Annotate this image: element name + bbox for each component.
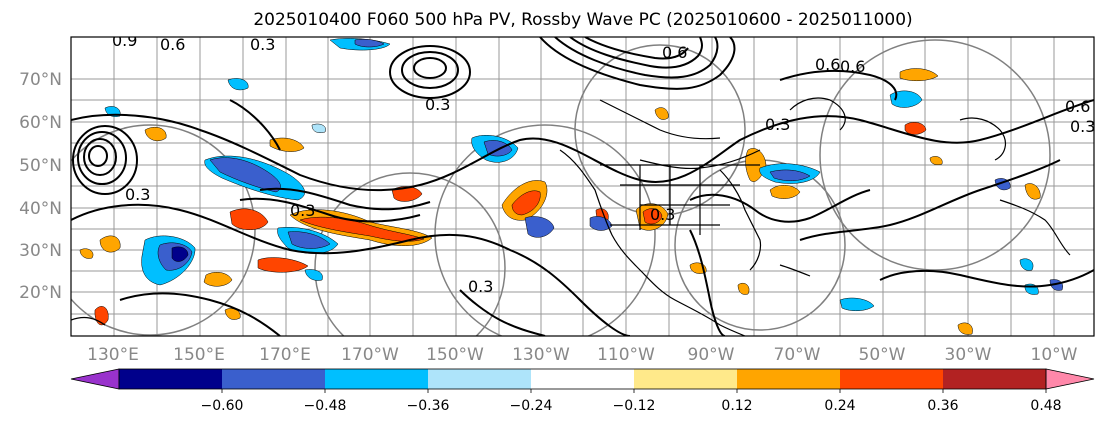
contour-label: 0.6 [815, 55, 840, 74]
lat-label: 40°N [19, 199, 62, 219]
colorbar-tick-label: 0.12 [721, 398, 752, 414]
colorbar-swatch [222, 369, 326, 389]
contour-label: 0.3 [1070, 117, 1095, 136]
lon-label: 130°E [87, 345, 139, 365]
lon-label: 130°W [512, 345, 570, 365]
colorbar-swatch [737, 369, 841, 389]
lon-label: 50°W [859, 345, 906, 365]
colorbar-swatch [531, 369, 635, 389]
contour-label: 0.3 [650, 205, 675, 224]
contour-label: 0.3 [290, 201, 315, 220]
contour-label: 0.6 [840, 57, 865, 76]
lon-label: 170°W [341, 345, 399, 365]
lon-label: 70°W [774, 345, 821, 365]
map-panel: 0.9 0.6 0.3 0.3 0.6 0.3 0.3 0.3 0.6 0.6 … [70, 31, 1095, 337]
lat-label: 60°N [19, 113, 62, 133]
figure-title: 2025010400 F060 500 hPa PV, Rossby Wave … [253, 10, 912, 30]
lat-label: 20°N [19, 283, 62, 303]
longitude-labels: 130°E 150°E 170°E 170°W 150°W 130°W 110°… [87, 345, 1078, 365]
contour-label: 0.3 [125, 185, 150, 204]
positive-pv-shading [79, 68, 1041, 335]
contour-label: 0.9 [112, 31, 137, 50]
colorbar-swatch [634, 369, 738, 389]
contour-label: 0.3 [425, 95, 450, 114]
latitude-labels: 70°N 60°N 50°N 40°N 30°N 20°N [19, 70, 62, 303]
lon-label: 10°W [1031, 345, 1078, 365]
colorbar-tick-label: −0.60 [201, 398, 244, 414]
contour-label: 0.6 [160, 35, 185, 54]
colorbar-tick-label: −0.48 [304, 398, 347, 414]
colorbar-swatch [943, 369, 1047, 389]
colorbar-tick-label: −0.36 [407, 398, 450, 414]
colorbar-swatch [325, 369, 429, 389]
colorbar-tick-label: −0.12 [613, 398, 656, 414]
lat-label: 50°N [19, 156, 62, 176]
contour-label: 0.6 [662, 43, 687, 62]
contour-label: 0.3 [468, 277, 493, 296]
colorbar-swatch [428, 369, 532, 389]
coastlines [71, 97, 1071, 336]
map-frame [70, 36, 1095, 337]
pv-contours [71, 37, 1094, 336]
lon-label: 150°E [173, 345, 225, 365]
contour-label: 0.3 [765, 115, 790, 134]
lon-label: 90°W [688, 345, 735, 365]
colorbar: −0.60 −0.48 −0.36 −0.24 −0.12 0.12 0.24 0.36 0.4… [70, 368, 1095, 414]
colorbar-tick-label: 0.24 [824, 398, 855, 414]
lat-label: 30°N [19, 241, 62, 261]
lon-label: 150°W [426, 345, 484, 365]
colorbar-tick-label: 0.48 [1030, 398, 1061, 414]
colorbar-swatch [119, 369, 223, 389]
contour-label: 0.6 [1065, 97, 1090, 116]
lon-label: 110°W [597, 345, 655, 365]
lon-label: 170°E [259, 345, 311, 365]
contour-label: 0.3 [250, 35, 275, 54]
lon-label: 30°W [945, 345, 992, 365]
colorbar-tick-label: 0.36 [927, 398, 958, 414]
colorbar-swatch [840, 369, 944, 389]
colorbar-frame [118, 368, 1047, 390]
contour-labels: 0.9 0.6 0.3 0.3 0.6 0.3 0.3 0.3 0.6 0.6 … [112, 31, 1095, 296]
colorbar-tick-label: −0.24 [510, 398, 553, 414]
colorbar-extend-min [70, 368, 120, 390]
lat-label: 70°N [19, 70, 62, 90]
colorbar-extend-max [1045, 368, 1095, 390]
